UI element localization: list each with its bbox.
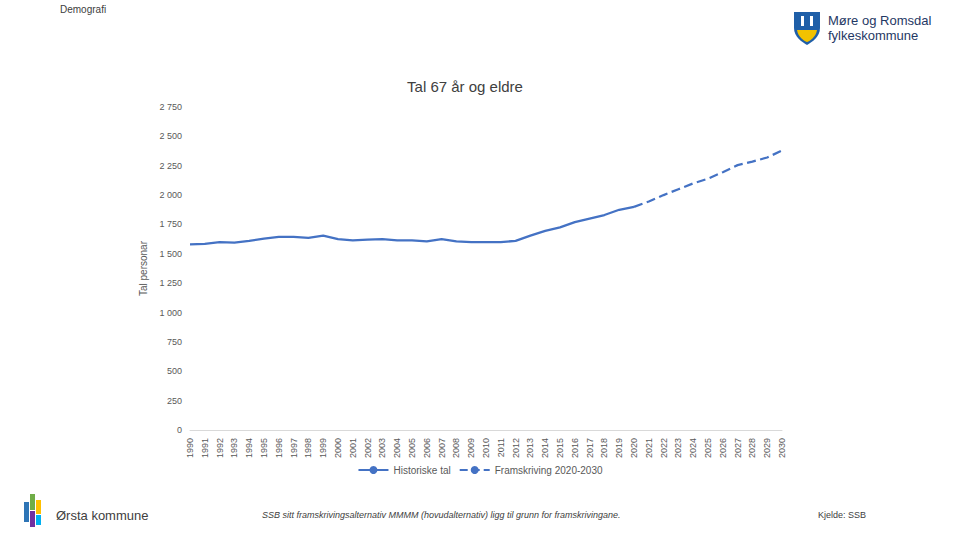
svg-text:1994: 1994 (244, 438, 254, 458)
svg-text:2016: 2016 (570, 438, 580, 458)
html-text:fylkeskommune: fylkeskommune (828, 28, 919, 43)
svg-text:2 500: 2 500 (159, 131, 182, 141)
svg-text:2014: 2014 (540, 438, 550, 458)
svg-text:1 750: 1 750 (159, 219, 182, 229)
svg-text:2 750: 2 750 (159, 102, 182, 112)
svg-text:1 250: 1 250 (159, 278, 182, 288)
svg-text:2019: 2019 (614, 438, 624, 458)
svg-text:2013: 2013 (525, 438, 535, 458)
svg-text:1991: 1991 (200, 438, 210, 458)
svg-text:2020: 2020 (629, 438, 639, 458)
svg-text:Tal 67 år og eldre: Tal 67 år og eldre (407, 78, 523, 95)
svg-text:Historiske tal: Historiske tal (393, 465, 450, 476)
html-text:SSB sitt framskrivingsalternat: SSB sitt framskrivingsalternativ MMMM (h… (262, 510, 621, 520)
svg-text:2023: 2023 (673, 438, 683, 458)
svg-text:2010: 2010 (481, 438, 491, 458)
svg-text:1 000: 1 000 (159, 308, 182, 318)
svg-text:1997: 1997 (289, 438, 299, 458)
svg-text:2 250: 2 250 (159, 161, 182, 171)
svg-text:2009: 2009 (466, 438, 476, 458)
svg-text:2027: 2027 (733, 438, 743, 458)
html-text:Ørsta kommune: Ørsta kommune (56, 508, 149, 523)
svg-text:250: 250 (167, 396, 182, 406)
svg-text:1992: 1992 (215, 438, 225, 458)
svg-text:2011: 2011 (496, 438, 506, 457)
svg-text:2021: 2021 (644, 438, 654, 458)
svg-text:1993: 1993 (229, 438, 239, 458)
html-text:Kjelde: SSB: Kjelde: SSB (818, 510, 866, 520)
svg-text:2002: 2002 (363, 438, 373, 458)
svg-text:2015: 2015 (555, 438, 565, 458)
svg-text:2000: 2000 (333, 438, 343, 458)
svg-text:2008: 2008 (451, 438, 461, 458)
svg-text:1995: 1995 (259, 438, 269, 458)
svg-text:2017: 2017 (585, 438, 595, 458)
svg-text:2025: 2025 (703, 438, 713, 458)
svg-text:Framskriving 2020-2030: Framskriving 2020-2030 (495, 465, 603, 476)
svg-text:500: 500 (167, 366, 182, 376)
svg-text:2003: 2003 (377, 438, 387, 458)
svg-text:2030: 2030 (777, 438, 787, 458)
svg-text:1998: 1998 (303, 438, 313, 458)
svg-text:2007: 2007 (437, 438, 447, 458)
svg-text:2028: 2028 (747, 438, 757, 458)
svg-text:1996: 1996 (274, 438, 284, 458)
svg-text:1 500: 1 500 (159, 249, 182, 259)
svg-text:2001: 2001 (348, 438, 358, 458)
svg-text:2029: 2029 (762, 438, 772, 458)
svg-text:1999: 1999 (318, 438, 328, 458)
svg-text:1990: 1990 (185, 438, 195, 458)
svg-text:2005: 2005 (407, 438, 417, 458)
svg-text:0: 0 (177, 425, 182, 435)
svg-text:2012: 2012 (511, 438, 521, 458)
svg-text:2026: 2026 (718, 438, 728, 458)
svg-text:Tal personar: Tal personar (138, 240, 149, 296)
svg-text:2006: 2006 (422, 438, 432, 458)
html-text:Møre og Romsdal: Møre og Romsdal (828, 13, 932, 28)
svg-text:2022: 2022 (659, 438, 669, 458)
svg-text:2 000: 2 000 (159, 190, 182, 200)
svg-text:2004: 2004 (392, 438, 402, 458)
svg-text:2018: 2018 (599, 438, 609, 458)
svg-text:750: 750 (167, 337, 182, 347)
svg-text:2024: 2024 (688, 438, 698, 458)
html-text:Demografi: Demografi (60, 4, 107, 15)
